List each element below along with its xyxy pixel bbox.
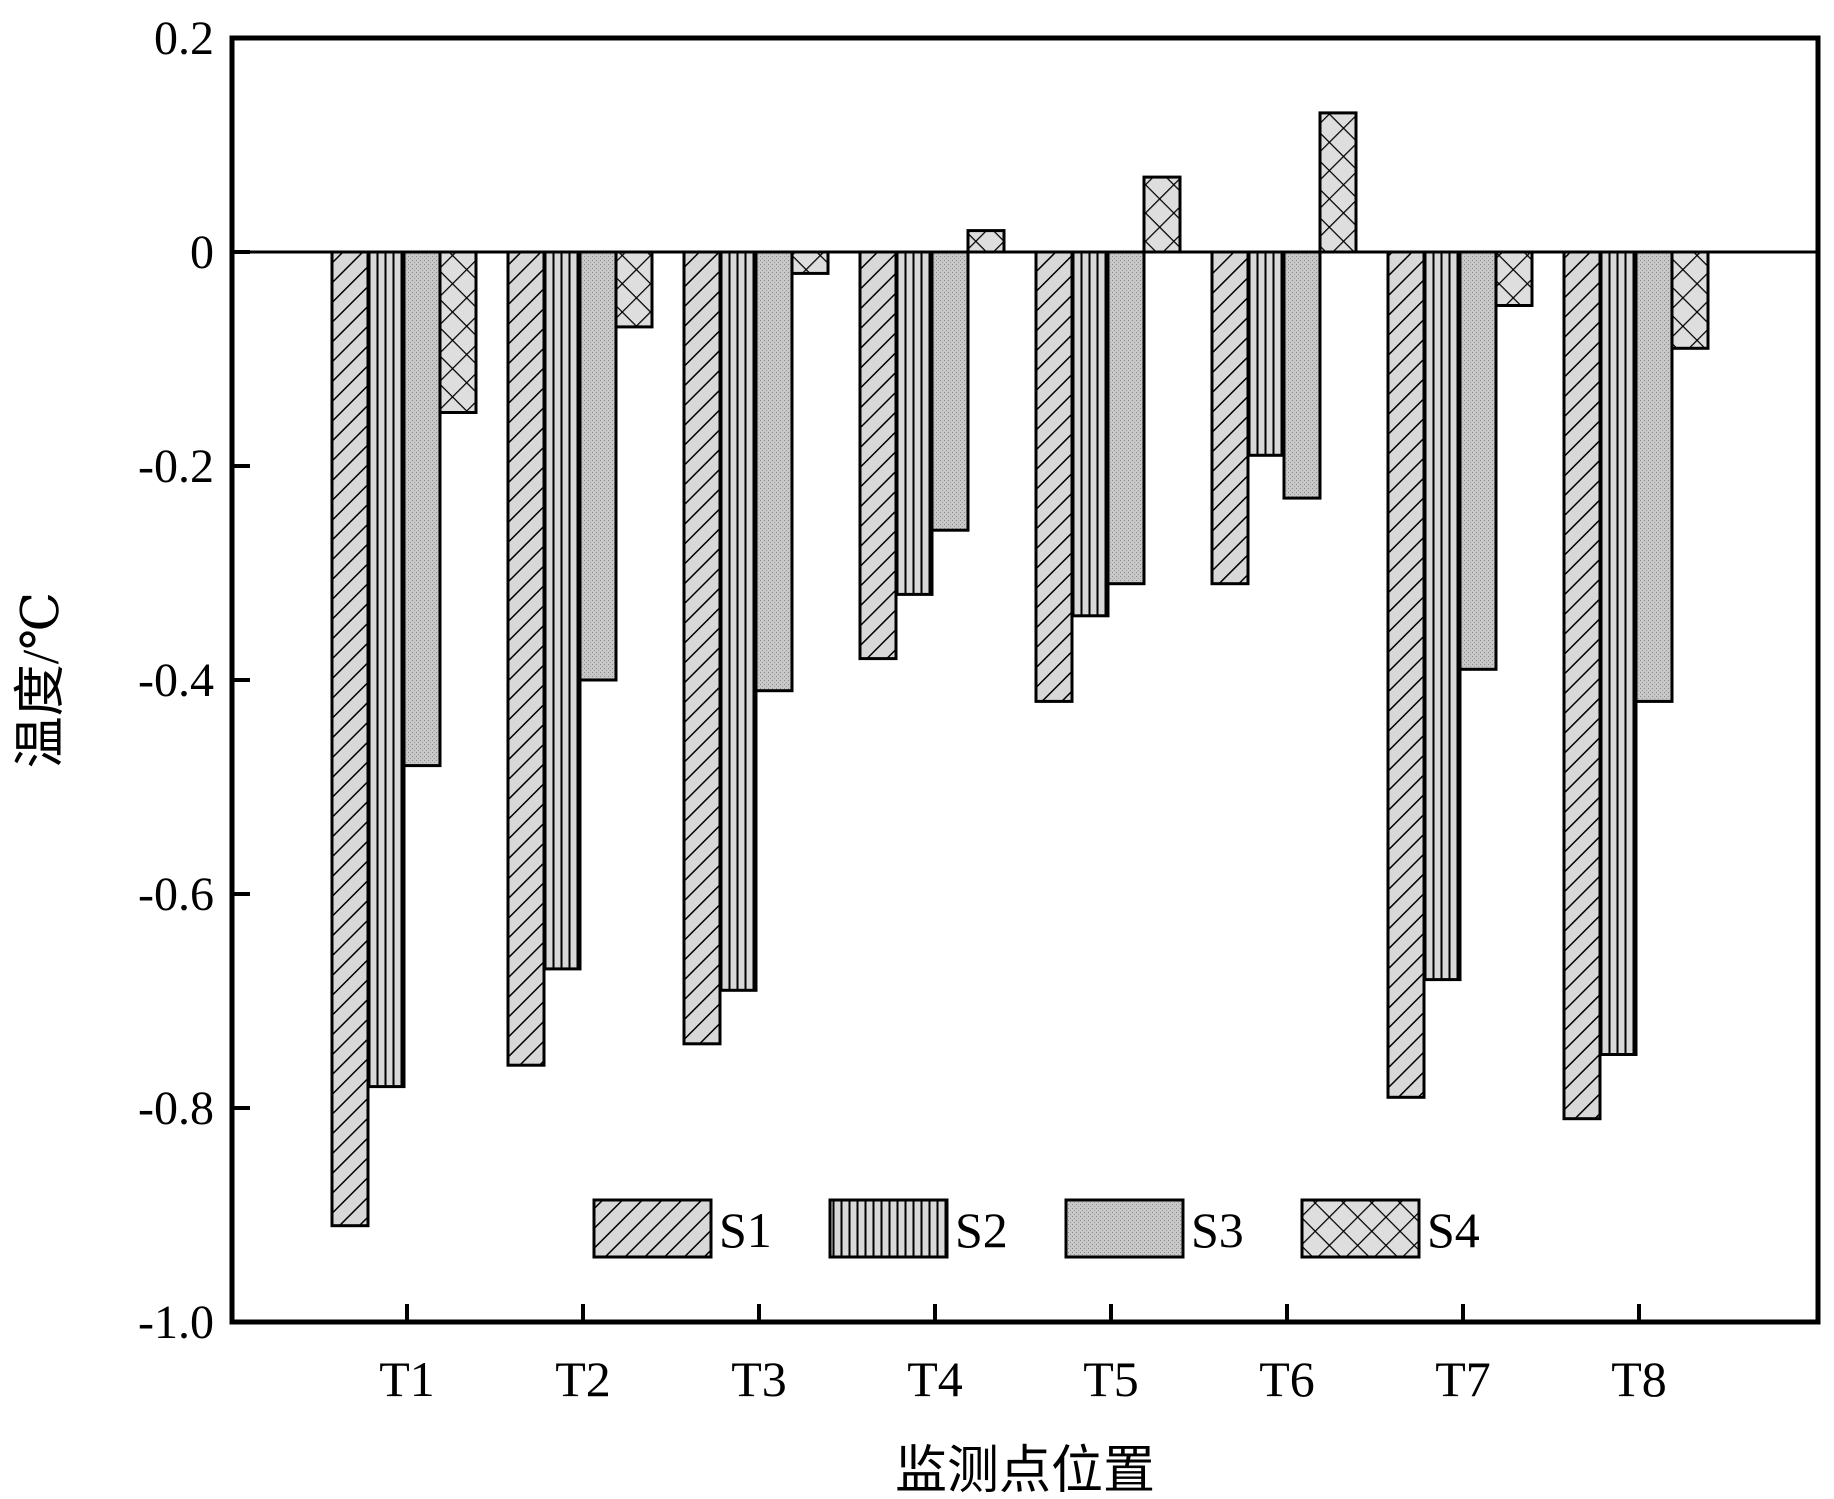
bar-s4-t4 [966,229,1006,254]
bar-s1-t3 [682,250,722,1046]
bars-group [330,111,1710,1228]
x-tick-label: T2 [555,1351,611,1407]
y-tick-label: -1.0 [138,1296,214,1349]
x-axis-title: 监测点位置 [895,1443,1155,1499]
legend-label-s1: S1 [719,1202,772,1258]
bar-s3-t8 [1634,250,1674,703]
bar-s1-t8 [1562,250,1602,1121]
bar-s4-t3 [790,250,830,275]
bar-s3-t7 [1458,250,1498,671]
bar-s1-t1 [330,250,370,1228]
legend-swatch-s3 [1064,1198,1185,1259]
legend-swatch-s1 [592,1198,713,1259]
x-axis-tick-labels: T1 T2 T3 T4 T5 T6 T7 T8 [379,1351,1667,1407]
bar-s4-t5 [1142,175,1182,254]
bar-s2-t6 [1246,250,1286,457]
bar-s3-t4 [930,250,970,532]
y-tick-label: -0.2 [138,440,214,493]
bar-s2-t2 [542,250,582,971]
x-tick-label: T5 [1083,1351,1139,1407]
bar-s1-t2 [506,250,546,1067]
y-axis-tick-labels: 0.2 0 -0.2 -0.4 -0.6 -0.8 -1.0 [138,12,214,1349]
bar-s1-t4 [858,250,898,661]
legend-label-s4: S4 [1427,1202,1480,1258]
x-tick-label: T8 [1611,1351,1667,1407]
x-tick-label: T4 [907,1351,963,1407]
legend-swatch-s2 [828,1198,949,1259]
bar-s4-t1 [438,250,478,414]
bar-s3-t1 [402,250,442,768]
bar-s1-t5 [1034,250,1074,703]
bar-s3-t3 [754,250,794,693]
bar-s3-t2 [578,250,618,682]
y-tick-label: -0.4 [138,654,214,707]
x-tick-label: T1 [379,1351,435,1407]
legend-label-s2: S2 [955,1202,1008,1258]
y-axis-title: 温度/℃ [13,592,70,769]
bar-s2-t7 [1422,250,1462,982]
bar-s2-t4 [894,250,934,596]
y-tick-label: -0.6 [138,868,214,921]
bar-s4-t7 [1494,250,1534,307]
bar-s2-t1 [366,250,406,1089]
x-tick-label: T7 [1435,1351,1491,1407]
bar-s2-t3 [718,250,758,992]
y-tick-label: -0.8 [138,1082,214,1135]
bar-s1-t7 [1386,250,1426,1099]
legend-label-s3: S3 [1191,1202,1244,1258]
bar-s4-t2 [614,250,654,329]
y-axis-ticks [232,36,250,1324]
bar-s3-t5 [1106,250,1146,586]
bar-s4-t8 [1670,250,1710,350]
bar-s2-t5 [1070,250,1110,618]
bar-s3-t6 [1282,250,1322,500]
bar-s4-t6 [1318,111,1358,254]
x-tick-label: T3 [731,1351,787,1407]
bar-s1-t6 [1210,250,1250,586]
y-tick-label: 0 [190,226,214,279]
bar-s2-t8 [1598,250,1638,1056]
legend-swatch-s4 [1300,1198,1421,1259]
legend: S1 S2 S3 S4 [592,1198,1480,1259]
x-tick-label: T6 [1259,1351,1315,1407]
x-axis-ticks [405,1304,1641,1322]
y-tick-label: 0.2 [154,12,214,65]
